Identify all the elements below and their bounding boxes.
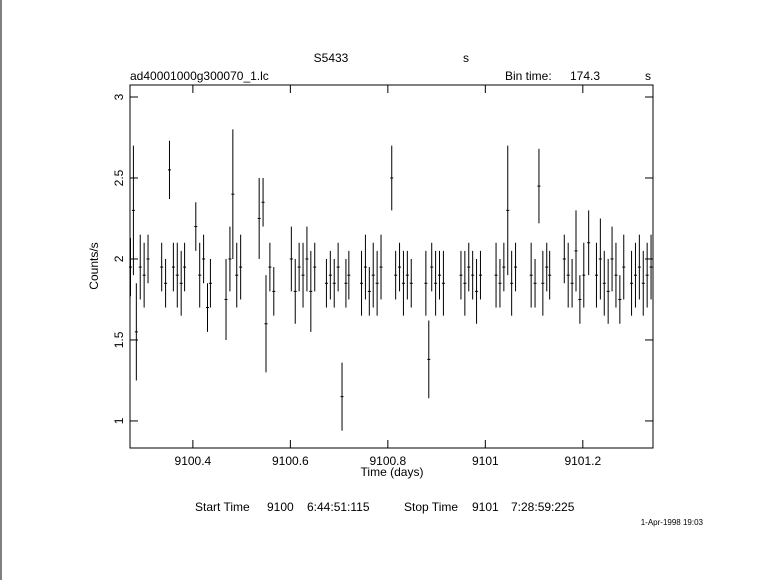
bin-unit: s bbox=[645, 69, 651, 83]
y-tick-label: 2 bbox=[112, 255, 126, 262]
y-tick-label: 3 bbox=[112, 93, 126, 100]
stop-clock: 7:28:59:225 bbox=[511, 500, 575, 514]
subtitle: ad40001000g300070_1.lc bbox=[130, 69, 269, 83]
stop-day: 9101 bbox=[472, 500, 499, 514]
date-stamp: 1-Apr-1998 19:03 bbox=[641, 518, 704, 527]
x-tick-label: 9100.6 bbox=[272, 454, 309, 468]
x-tick-label: 9101.2 bbox=[564, 454, 601, 468]
title-unit: s bbox=[463, 51, 469, 65]
bin-value: 174.3 bbox=[570, 69, 600, 83]
y-tick-label: 2.5 bbox=[112, 169, 126, 186]
chart-title: S5433 bbox=[314, 51, 349, 65]
plot-frame bbox=[129, 84, 654, 449]
x-axis-label: Time (days) bbox=[361, 465, 424, 479]
stop-label: Stop Time bbox=[404, 500, 458, 514]
x-tick-label: 9100.8 bbox=[369, 454, 406, 468]
y-axis-label: Counts/s bbox=[87, 242, 101, 289]
start-label: Start Time bbox=[195, 500, 250, 514]
start-day: 9100 bbox=[267, 500, 294, 514]
x-tick-label: 9100.4 bbox=[175, 454, 212, 468]
x-tick-label: 9101 bbox=[472, 454, 499, 468]
bin-label: Bin time: bbox=[505, 69, 552, 83]
y-tick-label: 1.5 bbox=[112, 331, 126, 348]
start-clock: 6:44:51:115 bbox=[307, 500, 370, 514]
y-tick-label: 1 bbox=[112, 417, 126, 424]
